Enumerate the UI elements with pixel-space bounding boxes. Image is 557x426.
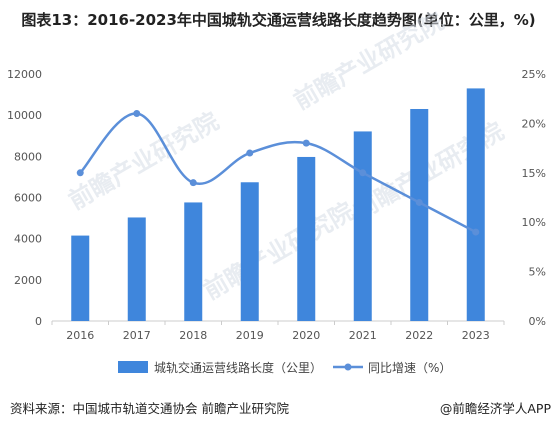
left-tick-label: 10000 — [7, 109, 42, 122]
watermark-text: 前瞻产业研究院 — [199, 197, 358, 305]
right-tick-label: 15% — [522, 167, 546, 180]
bar-series — [71, 88, 485, 322]
x-tick-label: 2022 — [405, 329, 433, 342]
legend-line-label: 同比增速（%） — [368, 361, 451, 375]
bar — [466, 88, 485, 322]
bar — [71, 235, 90, 321]
x-tick-label: 2018 — [179, 329, 207, 342]
left-tick-label: 12000 — [7, 68, 42, 81]
bar — [184, 202, 203, 321]
x-tick-label: 2020 — [292, 329, 320, 342]
left-tick-label: 4000 — [14, 233, 42, 246]
legend-line-marker — [344, 363, 352, 371]
left-tick-label: 0 — [35, 315, 42, 328]
bar — [240, 182, 259, 321]
x-tick-label: 2019 — [236, 329, 264, 342]
bar — [410, 108, 429, 321]
right-tick-label: 5% — [529, 266, 546, 279]
x-tick-label: 2017 — [123, 329, 151, 342]
line-point — [133, 110, 141, 118]
x-tick-label: 2023 — [462, 329, 490, 342]
source-note: 资料来源：中国城市轨道交通协会 前瞻产业研究院 — [10, 401, 289, 416]
line-point — [246, 149, 254, 157]
bar — [127, 217, 146, 321]
line-point — [302, 139, 310, 147]
bar — [297, 156, 316, 321]
line-point — [472, 228, 480, 236]
right-tick-label: 0% — [529, 315, 546, 328]
line-point — [415, 198, 423, 206]
chart-legend: 城轨交通运营线路长度（公里） 同比增速（%） — [118, 360, 451, 375]
right-tick-label: 10% — [522, 216, 546, 229]
left-tick-label: 8000 — [14, 150, 42, 163]
line-series — [76, 110, 480, 236]
right-tick-label: 20% — [522, 117, 546, 130]
right-tick-label: 25% — [522, 68, 546, 81]
left-tick-label: 2000 — [14, 274, 42, 287]
line-point — [359, 169, 367, 177]
x-tick-label: 2021 — [349, 329, 377, 342]
chart-title: 图表13：2016-2023年中国城轨交通运营线路长度趋势图(单位：公里，%) — [21, 11, 536, 29]
line-point — [76, 169, 84, 177]
bar — [353, 131, 372, 321]
line-point — [189, 179, 197, 187]
left-tick-label: 6000 — [14, 192, 42, 205]
x-tick-label: 2016 — [66, 329, 94, 342]
legend-bar-label: 城轨交通运营线路长度（公里） — [154, 360, 322, 375]
chart-axes: 0 2000 4000 6000 8000 10000 12000 0% 5% 10% 15% 20%… — [7, 68, 546, 342]
brand-label: @前瞻经济学人APP — [439, 401, 551, 416]
legend-bar-swatch — [118, 361, 148, 373]
watermark-text: 前瞻产业研究院 — [289, 7, 448, 115]
